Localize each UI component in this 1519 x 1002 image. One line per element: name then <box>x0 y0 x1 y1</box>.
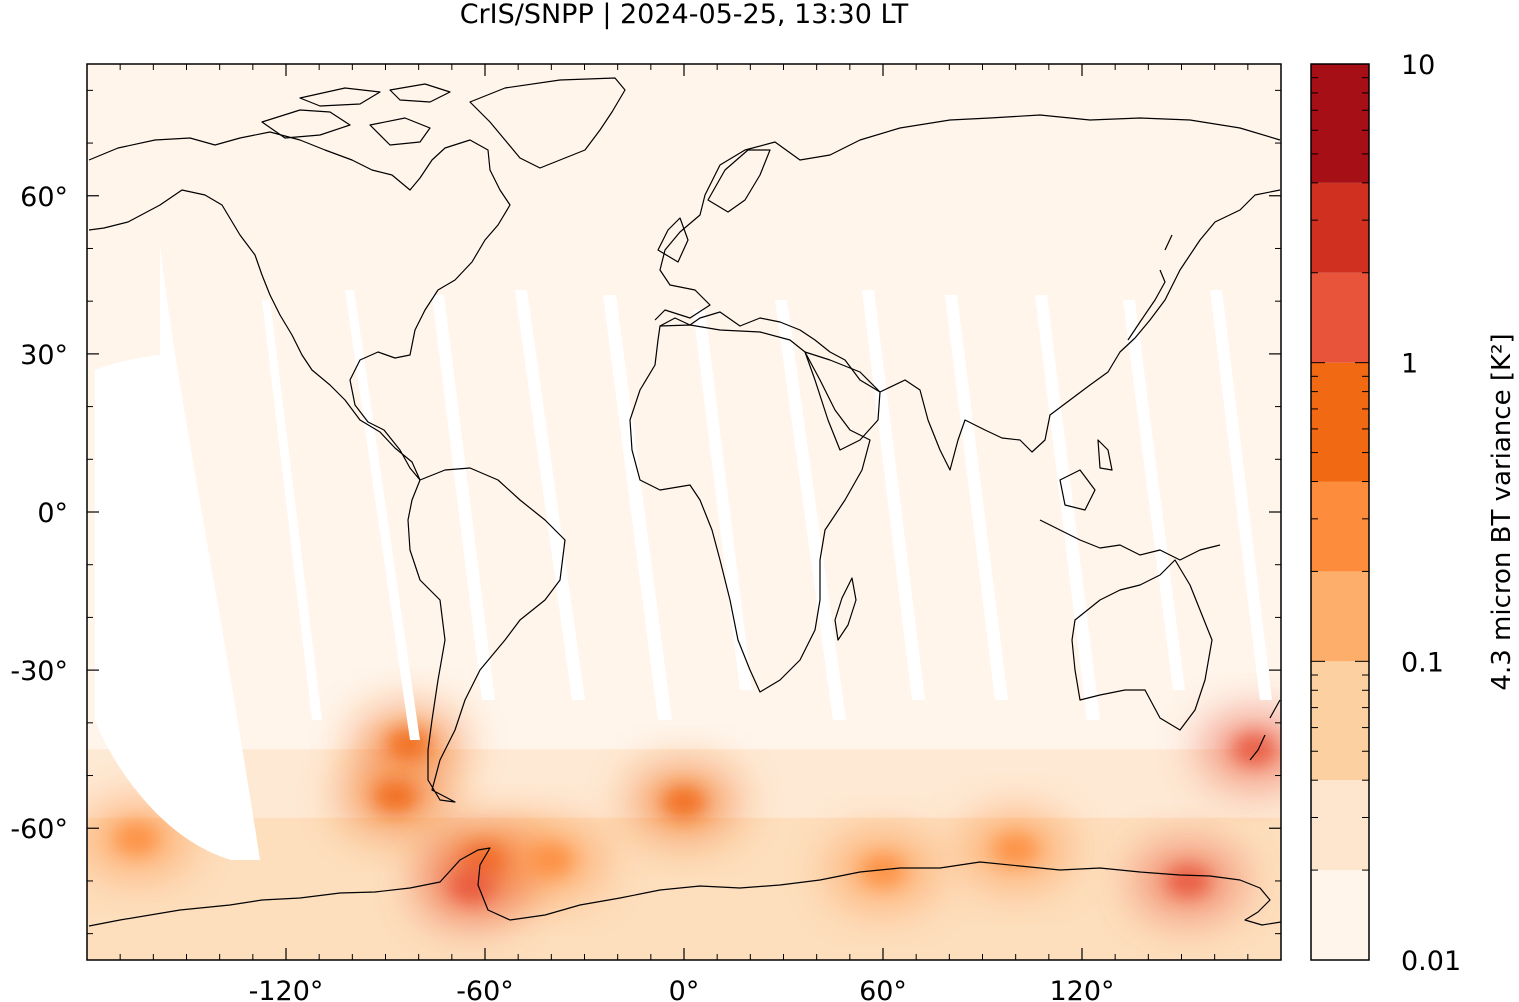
colorbar-tick-label: 0.1 <box>1401 647 1444 678</box>
colorbar-ticks <box>1311 77 1369 961</box>
colorbar-band <box>1311 272 1369 363</box>
coast-north-america <box>88 131 511 481</box>
y-tick-label: 60° <box>20 182 68 213</box>
coast-madagascar <box>834 577 857 641</box>
variance-hotspot <box>1166 864 1211 897</box>
orbit-gap <box>603 295 672 720</box>
orbit-gap <box>432 295 495 700</box>
colorbar-band <box>1311 571 1369 662</box>
variance-hotspot <box>662 785 706 818</box>
x-tick-label: -60° <box>456 976 514 1002</box>
colorbar-bands <box>1311 64 1369 960</box>
y-tick-label: -30° <box>10 656 68 687</box>
coast-eurasia <box>654 114 1281 471</box>
coast-japan <box>1127 234 1173 341</box>
coast-uk <box>657 217 689 263</box>
colorbar: 10 1 0.1 0.01 4.3 micron BT variance [K²] <box>1310 50 1517 977</box>
coast-arabia <box>804 351 881 451</box>
colorbar-frame <box>1310 63 1370 961</box>
coast-africa <box>629 324 871 693</box>
variance-hotspots <box>87 705 1281 925</box>
orbit-gap-pacific <box>95 245 260 860</box>
variance-hotspot <box>529 843 574 876</box>
colorbar-band <box>1311 870 1369 960</box>
coast-indonesia <box>1039 439 1221 561</box>
colorbar-tick-label: 0.01 <box>1401 946 1461 977</box>
orbit-gap <box>345 290 420 740</box>
orbit-gap <box>862 290 925 700</box>
y-axis-tick-labels: 60° 30° 0° -30° -60° <box>10 182 68 845</box>
coast-new-zealand <box>1249 699 1281 761</box>
colorbar-band <box>1311 780 1369 871</box>
variance-hotspot <box>449 870 494 903</box>
y-tick-label: -60° <box>10 814 68 845</box>
orbit-gap <box>262 300 322 720</box>
colorbar-band <box>1311 64 1369 183</box>
colorbar-tick-label: 10 <box>1401 50 1435 81</box>
chart-title: CrIS/SNPP | 2024-05-25, 13:30 LT <box>459 0 909 30</box>
orbit-gap <box>775 300 846 720</box>
colorbar-band <box>1311 362 1369 482</box>
colorbar-tick-label: 1 <box>1401 349 1418 380</box>
variance-hotspot <box>1232 733 1277 766</box>
orbit-gap <box>515 290 585 700</box>
variance-hotspot <box>861 854 905 887</box>
coast-scandinavia <box>707 149 771 213</box>
coast-antarctica <box>88 847 1281 927</box>
x-tick-label: -120° <box>249 976 324 1002</box>
coastlines <box>88 77 1281 927</box>
colorbar-band <box>1311 182 1369 273</box>
y-tick-label: 30° <box>20 340 68 371</box>
coast-australia <box>1071 559 1213 731</box>
variance-hotspot <box>373 780 418 813</box>
coast-south-america <box>407 467 566 803</box>
x-tick-label: 60° <box>859 976 907 1002</box>
map-ticks <box>87 64 1281 960</box>
variance-hotspot <box>386 727 431 760</box>
southern-variance-band <box>87 749 1281 960</box>
colorbar-title: 4.3 micron BT variance [K²] <box>1487 333 1517 690</box>
orbit-gap <box>945 295 1008 700</box>
colorbar-band <box>1311 481 1369 572</box>
x-tick-label: 120° <box>1049 976 1114 1002</box>
y-tick-label: 0° <box>37 498 68 529</box>
coast-arctic-islands <box>261 83 451 146</box>
x-axis-tick-labels: -120° -60° 0° 60° 120° <box>249 976 1115 1002</box>
variance-hotspot <box>114 822 159 855</box>
colorbar-band <box>1311 661 1369 781</box>
coast-greenland <box>469 77 626 169</box>
orbit-gap <box>1123 300 1185 690</box>
x-tick-label: 0° <box>669 976 700 1002</box>
variance-hotspot <box>993 833 1038 866</box>
colorbar-tick-labels: 10 1 0.1 0.01 <box>1401 50 1461 977</box>
orbit-gap <box>1210 290 1272 700</box>
southern-band-inner <box>87 817 1281 960</box>
orbit-gap <box>693 310 752 690</box>
